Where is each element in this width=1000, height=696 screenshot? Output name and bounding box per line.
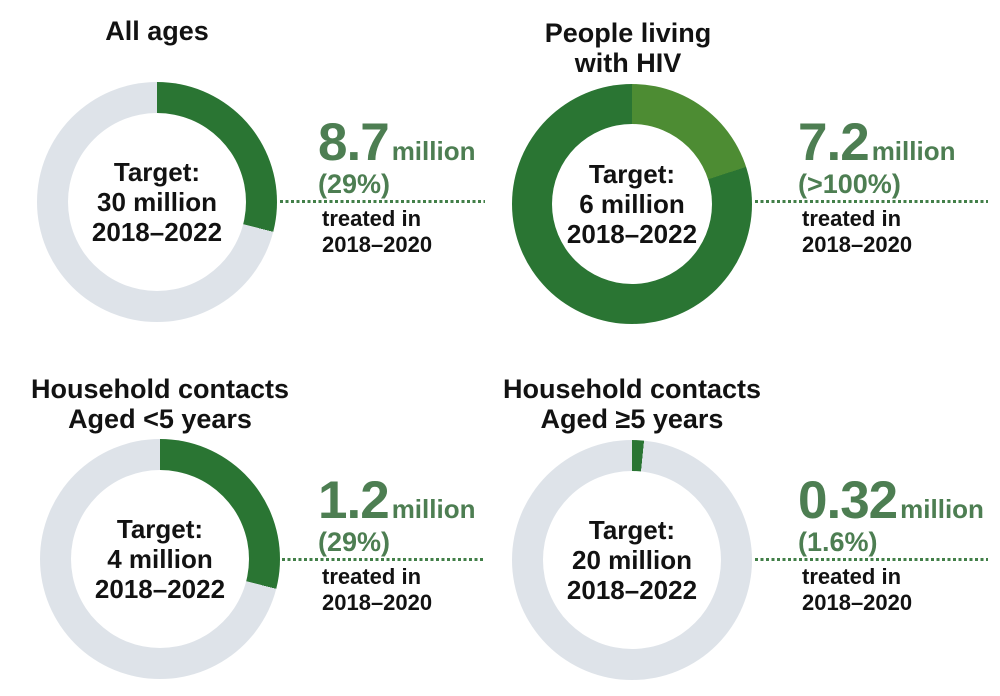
dotted-leader-line xyxy=(282,558,485,561)
target-label: Target: 6 million 2018–2022 xyxy=(566,159,698,249)
donut-ring: Target: 4 million 2018–2022 xyxy=(40,439,280,679)
value-annotation: 0.32 million (1.6%) xyxy=(798,474,984,556)
target-label: Target: 20 million 2018–2022 xyxy=(566,515,698,605)
unit-label: million xyxy=(391,136,476,166)
chart-title: People living with HIV xyxy=(544,18,712,78)
value-label: 0.32 xyxy=(798,471,898,530)
chart-title: Household contacts Aged ≥5 years xyxy=(502,374,762,434)
treated-label: treated in 2018–2020 xyxy=(322,206,433,257)
target-label: Target: 30 million 2018–2022 xyxy=(91,157,223,247)
donut-hole: Target: 20 million 2018–2022 xyxy=(543,471,721,649)
percent-label: (29%) xyxy=(318,169,391,199)
donut-ring: Target: 6 million 2018–2022 xyxy=(512,84,752,324)
value-label: 1.2 xyxy=(318,471,390,530)
value-row: 1.2 million xyxy=(318,474,475,527)
dotted-leader-line xyxy=(280,200,485,203)
percent-label: (1.6%) xyxy=(798,527,878,557)
percent-label: (>100%) xyxy=(798,169,901,199)
unit-label: million xyxy=(900,494,984,524)
unit-label: million xyxy=(871,136,956,166)
donut-ring: Target: 30 million 2018–2022 xyxy=(37,82,277,322)
value-row: 7.2 million xyxy=(798,116,955,169)
target-label: Target: 4 million 2018–2022 xyxy=(94,514,226,604)
treated-label: treated in 2018–2020 xyxy=(802,206,913,257)
value-label: 8.7 xyxy=(318,113,390,172)
value-row: 0.32 million xyxy=(798,474,984,527)
donut-hole: Target: 4 million 2018–2022 xyxy=(71,470,249,648)
dotted-leader-line xyxy=(755,200,988,203)
value-annotation: 8.7 million (29%) xyxy=(318,116,475,198)
chart-title: Household contacts Aged <5 years xyxy=(30,374,290,434)
donut-hole: Target: 6 million 2018–2022 xyxy=(552,124,712,284)
chart-title: All ages xyxy=(105,16,209,46)
dotted-leader-line xyxy=(755,558,988,561)
donut-ring: Target: 20 million 2018–2022 xyxy=(512,440,752,680)
value-label: 7.2 xyxy=(798,113,870,172)
percent-label: (29%) xyxy=(318,527,391,557)
unit-label: million xyxy=(391,494,476,524)
treated-label: treated in 2018–2020 xyxy=(322,564,433,615)
donut-hole: Target: 30 million 2018–2022 xyxy=(68,113,246,291)
value-annotation: 1.2 million (29%) xyxy=(318,474,475,556)
value-row: 8.7 million xyxy=(318,116,475,169)
value-annotation: 7.2 million (>100%) xyxy=(798,116,955,198)
treated-label: treated in 2018–2020 xyxy=(802,564,913,615)
